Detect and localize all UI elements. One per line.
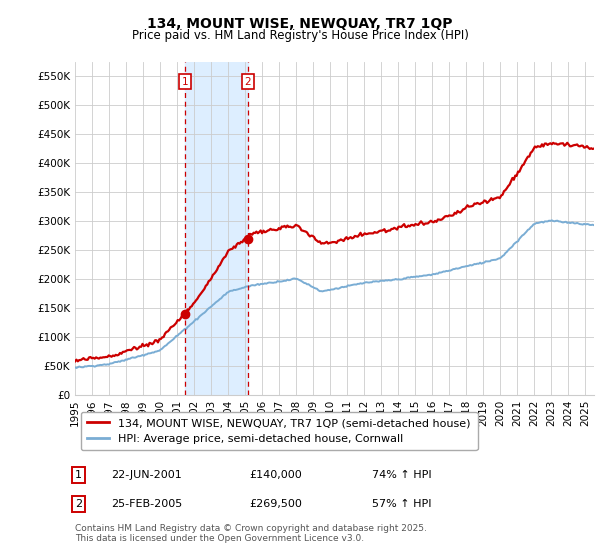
Text: 22-JUN-2001: 22-JUN-2001 — [111, 470, 182, 480]
Text: 1: 1 — [182, 77, 188, 87]
Text: £269,500: £269,500 — [249, 499, 302, 509]
Text: 25-FEB-2005: 25-FEB-2005 — [111, 499, 182, 509]
Text: 134, MOUNT WISE, NEWQUAY, TR7 1QP: 134, MOUNT WISE, NEWQUAY, TR7 1QP — [147, 17, 453, 31]
Text: 2: 2 — [244, 77, 251, 87]
Text: £140,000: £140,000 — [249, 470, 302, 480]
Text: Price paid vs. HM Land Registry's House Price Index (HPI): Price paid vs. HM Land Registry's House … — [131, 29, 469, 42]
Text: 2: 2 — [75, 499, 82, 509]
Legend: 134, MOUNT WISE, NEWQUAY, TR7 1QP (semi-detached house), HPI: Average price, sem: 134, MOUNT WISE, NEWQUAY, TR7 1QP (semi-… — [80, 412, 478, 450]
Text: Contains HM Land Registry data © Crown copyright and database right 2025.
This d: Contains HM Land Registry data © Crown c… — [75, 524, 427, 543]
Bar — [185, 62, 248, 395]
Text: 1: 1 — [75, 470, 82, 480]
Text: 74% ↑ HPI: 74% ↑ HPI — [372, 470, 431, 480]
Text: 57% ↑ HPI: 57% ↑ HPI — [372, 499, 431, 509]
